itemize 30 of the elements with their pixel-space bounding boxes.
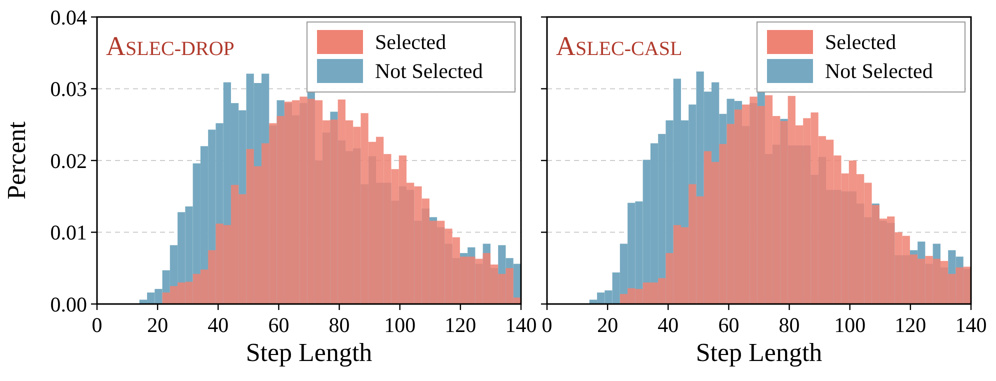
y-tick-label: 0.00 <box>50 292 87 316</box>
x-tick-label: 40 <box>208 313 229 337</box>
x-tick-label: 40 <box>658 313 679 337</box>
x-tick-label: 140 <box>955 313 987 337</box>
y-tick-label: 0.01 <box>50 220 87 245</box>
x-tick-label: 20 <box>597 313 618 337</box>
x-tick-label: 80 <box>328 313 350 337</box>
legend-label: Not Selected <box>375 59 484 83</box>
x-tick-label: 20 <box>147 313 168 337</box>
legend-label: Not Selected <box>825 59 934 83</box>
x-tick-label: 100 <box>834 313 866 337</box>
y-tick-label: 0.03 <box>50 77 87 102</box>
x-tick-label: 80 <box>778 313 800 337</box>
x-tick-label: 0 <box>92 313 102 337</box>
x-tick-label: 120 <box>894 313 926 337</box>
y-tick-label: 0.02 <box>50 148 87 173</box>
y-axis-title: Percent <box>2 120 31 200</box>
x-axis-title: Step Length <box>246 338 372 367</box>
x-tick-label: 140 <box>505 313 537 337</box>
legend-label: Selected <box>375 30 447 54</box>
x-tick-label: 0 <box>542 313 552 337</box>
legend-label: Selected <box>825 30 897 54</box>
x-tick-label: 60 <box>718 313 740 337</box>
x-axis-title: Step Length <box>696 338 822 367</box>
text: ASLEC-DROP <box>106 31 234 61</box>
y-tick-label: 0.04 <box>50 5 88 30</box>
x-tick-label: 60 <box>268 313 290 337</box>
text: ASLEC-CASL <box>556 31 682 61</box>
x-tick-label: 120 <box>444 313 476 337</box>
x-tick-label: 100 <box>384 313 416 337</box>
